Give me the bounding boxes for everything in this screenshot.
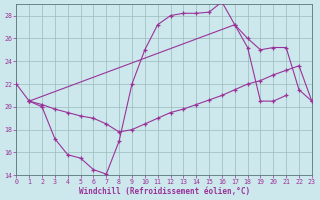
X-axis label: Windchill (Refroidissement éolien,°C): Windchill (Refroidissement éolien,°C): [78, 187, 250, 196]
